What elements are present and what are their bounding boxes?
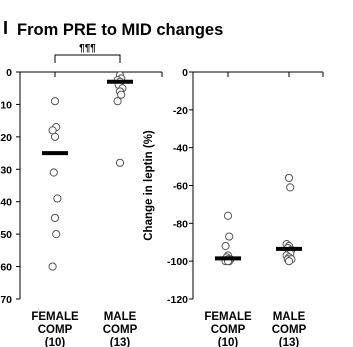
y-tick-label: 10 <box>0 99 12 111</box>
y-tick-label: 40 <box>0 197 12 209</box>
y-axis-title: Change in leptin (%) <box>143 130 155 241</box>
right-chart: 0-20-40-60-80-100-120FEMALECOMP(10)MALEC… <box>143 67 324 347</box>
data-point <box>113 97 122 106</box>
left-chart: 010203040506070FEMALECOMP(10)MALECOMP(13… <box>0 43 163 347</box>
y-tick-label: -40 <box>173 143 188 155</box>
category-label: MALE <box>273 311 306 323</box>
data-point <box>49 168 58 177</box>
data-point <box>50 132 60 141</box>
category-label: COMP <box>103 324 138 336</box>
y-tick-label: 60 <box>0 262 12 274</box>
category-label: COMP <box>272 324 307 336</box>
y-tick-label: -120 <box>167 294 188 306</box>
category-label: (13) <box>279 337 300 347</box>
significance-bracket <box>54 54 121 63</box>
data-point <box>48 262 57 271</box>
y-tick-label: 20 <box>0 132 12 144</box>
figure-title: From PRE to MID changes <box>17 21 223 39</box>
data-point <box>52 230 61 239</box>
panel-label: I <box>3 18 8 38</box>
category-label: (10) <box>45 337 66 347</box>
category-label: COMP <box>211 324 246 336</box>
y-tick-label: -80 <box>173 218 188 230</box>
y-tick-label: 30 <box>0 164 12 176</box>
data-point <box>117 90 126 99</box>
y-tick-label: 70 <box>0 294 12 306</box>
data-point <box>284 257 294 266</box>
category-label: FEMALE <box>31 311 79 323</box>
y-tick-label: 50 <box>0 229 12 241</box>
category-label: COMP <box>38 324 73 336</box>
data-point <box>225 232 234 241</box>
data-point <box>115 158 125 167</box>
y-tick-label: -20 <box>173 105 188 117</box>
y-tick-label: -100 <box>167 256 188 268</box>
y-tick-label: 0 <box>182 67 188 79</box>
data-point <box>286 183 295 192</box>
data-point <box>221 241 230 251</box>
category-label: (13) <box>110 337 131 347</box>
data-point <box>53 194 62 203</box>
category-label: MALE <box>104 311 137 323</box>
category-label: (10) <box>218 337 239 347</box>
data-point <box>50 97 60 106</box>
y-tick-label: -60 <box>173 181 188 193</box>
data-point <box>50 213 60 223</box>
data-point <box>223 211 233 220</box>
y-tick-label: 0 <box>6 67 12 79</box>
significance-label: ¶¶¶ <box>79 43 96 54</box>
data-point <box>284 173 294 183</box>
category-label: FEMALE <box>204 311 252 323</box>
